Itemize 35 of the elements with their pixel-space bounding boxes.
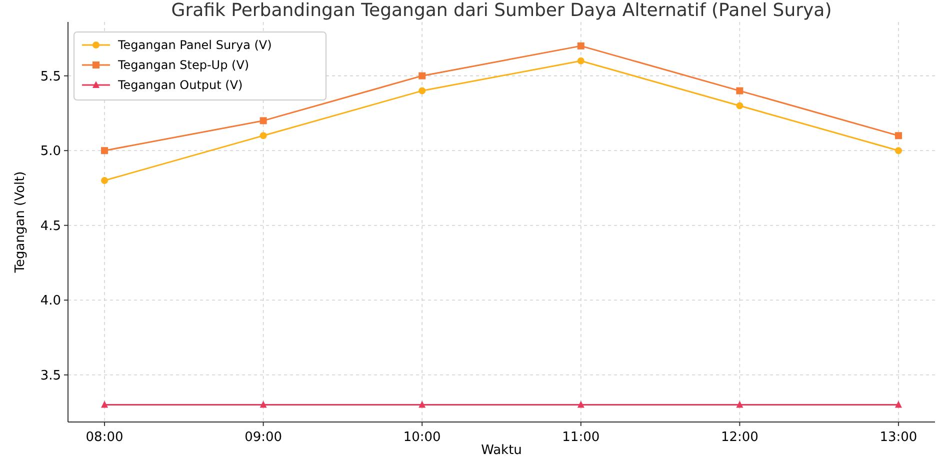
x-tick-label: 13:00 <box>880 430 918 445</box>
y-tick-label: 3.5 <box>40 368 61 384</box>
point <box>418 87 426 94</box>
point <box>894 147 902 154</box>
point <box>260 117 267 124</box>
y-tick-label: 5.5 <box>40 69 61 84</box>
point <box>736 400 744 408</box>
point <box>894 132 902 140</box>
point <box>894 400 902 408</box>
point <box>418 72 426 80</box>
y-tick-label: 4.0 <box>40 294 61 309</box>
legend-label: Tegangan Output (V) <box>117 78 243 92</box>
x-tick-label: 10:00 <box>403 430 441 445</box>
x-axis-title: Waktu <box>481 443 522 458</box>
x-tick-label: 08:00 <box>86 430 124 445</box>
y-axis-title: Tegangan (Volt) <box>13 171 28 274</box>
x-tick-label: 09:00 <box>244 430 282 445</box>
legend-label: Tegangan Panel Surya (V) <box>117 38 272 52</box>
legend-label: Tegangan Step-Up (V) <box>117 58 250 72</box>
point <box>736 87 744 94</box>
point <box>101 400 108 408</box>
point <box>577 400 584 408</box>
point <box>577 42 584 50</box>
point <box>736 102 744 110</box>
point <box>260 132 267 140</box>
point <box>101 177 108 184</box>
x-tick-label: 12:00 <box>720 430 758 445</box>
y-tick-label: 5.0 <box>40 144 61 160</box>
point <box>101 147 108 154</box>
point <box>260 400 267 408</box>
point <box>418 400 426 408</box>
x-tick-label: 11:00 <box>562 430 600 445</box>
y-tick-label: 4.5 <box>40 218 61 234</box>
point <box>577 57 584 64</box>
chart-title: Grafik Perbandingan Tegangan dari Sumber Daya Alternatif (Panel Surya) <box>171 0 832 21</box>
